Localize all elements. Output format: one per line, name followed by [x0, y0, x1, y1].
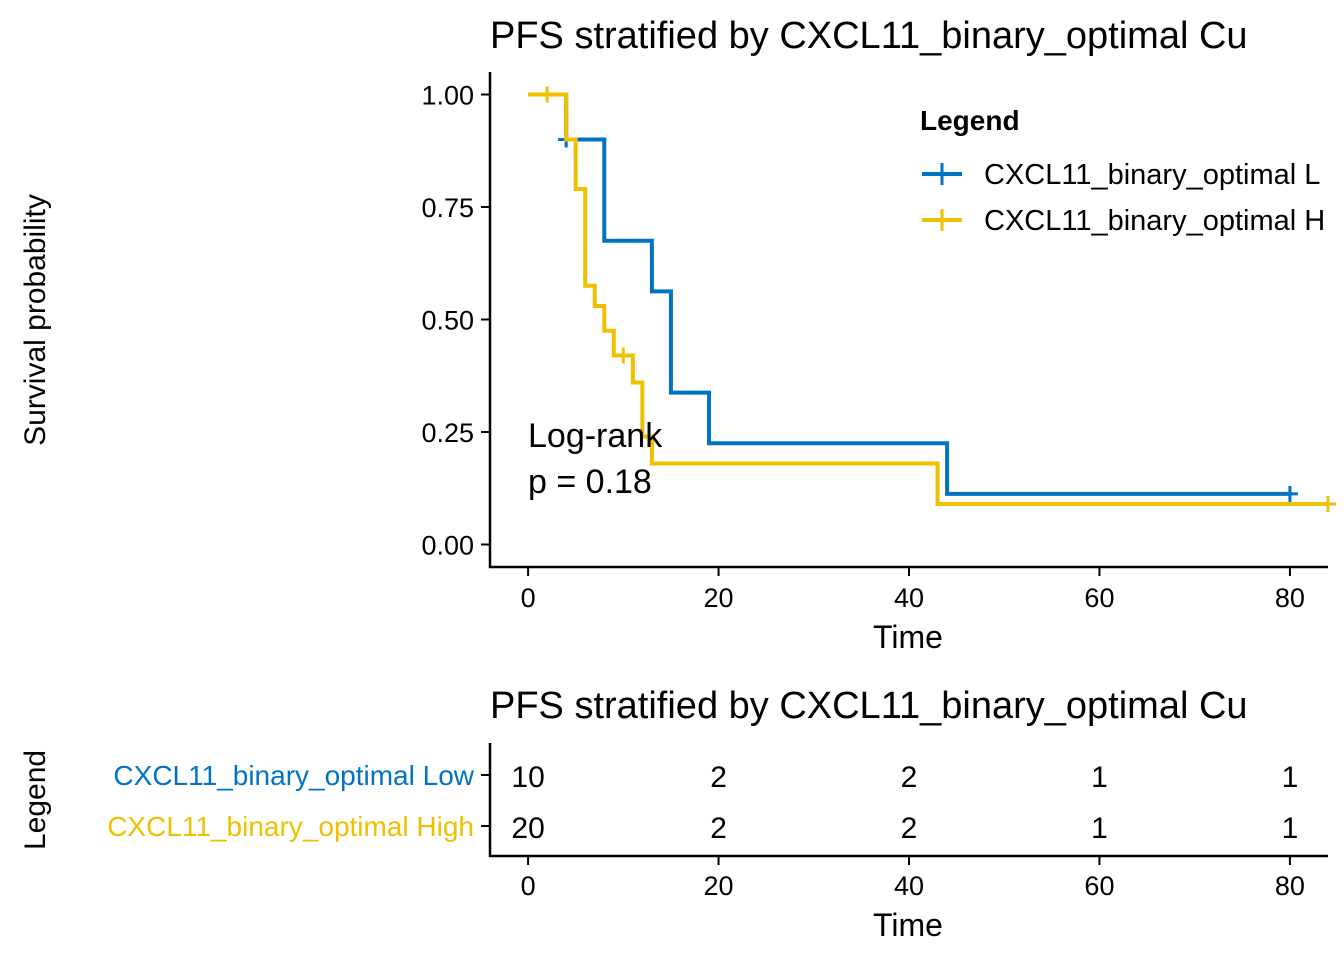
- risk-table-x-ticks: 0 20 40 60 80: [521, 856, 1305, 901]
- risk-table-cell: 2: [710, 812, 727, 845]
- risk-table-x-tick-label: 60: [1084, 871, 1114, 901]
- risk-table-panel: PFS stratified by CXCL11_binary_optimal …: [19, 685, 1328, 943]
- risk-table-rows: CXCL11_binary_optimal Low 10 2 2 1 1 CXCL11_bi…: [107, 760, 1298, 845]
- km-legend: Legend CXCL11_binary_optimal L CXCL11_bi…: [920, 105, 1325, 237]
- km-y-tick-label: 0.50: [421, 306, 474, 336]
- km-y-tick-label: 0.25: [421, 418, 474, 448]
- risk-table-cell: 2: [901, 812, 918, 845]
- km-curve-high: [528, 92, 1328, 506]
- km-x-tick-label: 0: [521, 583, 536, 613]
- risk-table-x-tick-label: 0: [521, 871, 536, 901]
- legend-key-low: [922, 163, 962, 185]
- km-x-ticks: 0 20 40 60 80: [521, 567, 1305, 613]
- km-x-tick-label: 60: [1084, 583, 1114, 613]
- km-curves: [528, 86, 1336, 512]
- legend-title: Legend: [920, 105, 1020, 136]
- censor-mark-high: [1320, 496, 1336, 512]
- km-x-axis-label: Time: [873, 619, 943, 655]
- risk-table-cell: 1: [1091, 761, 1108, 794]
- risk-table-row-label-high: CXCL11_binary_optimal High: [107, 811, 474, 842]
- km-y-tick-label: 0.75: [421, 193, 474, 223]
- risk-table-y-axis-label: Legend: [19, 750, 52, 850]
- risk-table-cell: 2: [710, 761, 727, 794]
- log-rank-label: Log-rank: [528, 417, 663, 455]
- risk-table-x-tick-label: 80: [1275, 871, 1305, 901]
- km-y-ticks: 0.00 0.25 0.50 0.75 1.00: [421, 81, 490, 561]
- censor-mark-high: [615, 347, 632, 364]
- km-y-tick-label: 1.00: [421, 81, 474, 111]
- risk-table-cell: 1: [1091, 812, 1108, 845]
- km-x-tick-label: 20: [704, 583, 734, 613]
- km-x-tick-label: 80: [1275, 583, 1305, 613]
- risk-table-title: PFS stratified by CXCL11_binary_optimal …: [490, 685, 1248, 727]
- legend-label-high: CXCL11_binary_optimal H: [984, 205, 1325, 237]
- km-plot-panel: PFS stratified by CXCL11_binary_optimal …: [19, 15, 1336, 655]
- censor-mark-low: [1281, 485, 1298, 502]
- risk-table-x-tick-label: 40: [894, 871, 924, 901]
- risk-table-cell: 2: [901, 761, 918, 794]
- km-plot-title: PFS stratified by CXCL11_binary_optimal …: [490, 15, 1248, 57]
- km-y-axis-label: Survival probability: [19, 194, 52, 446]
- km-y-tick-label: 0.00: [421, 531, 474, 561]
- km-x-tick-label: 40: [894, 583, 924, 613]
- risk-table-cell: 10: [511, 761, 544, 794]
- legend-label-low: CXCL11_binary_optimal L: [984, 159, 1320, 191]
- censor-mark-high: [539, 86, 556, 103]
- risk-table-cell: 20: [511, 812, 544, 845]
- p-value-label: p = 0.18: [528, 463, 652, 501]
- risk-table-cell: 1: [1282, 761, 1299, 794]
- risk-table-x-axis-label: Time: [873, 907, 943, 943]
- risk-table-row-label-low: CXCL11_binary_optimal Low: [113, 760, 474, 791]
- legend-key-high: [922, 209, 962, 231]
- risk-table-cell: 1: [1282, 812, 1299, 845]
- risk-table-x-tick-label: 20: [704, 871, 734, 901]
